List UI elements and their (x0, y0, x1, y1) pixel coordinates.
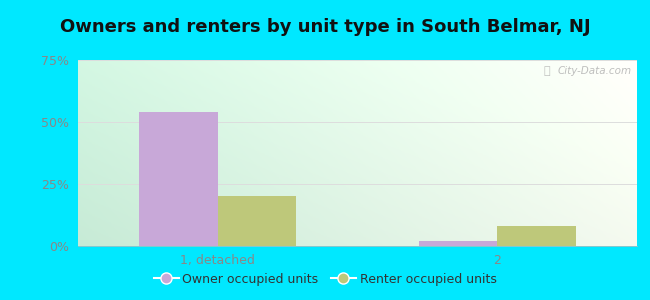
Bar (218, 196, 296, 246)
Text: ⓘ: ⓘ (544, 66, 551, 76)
Text: Owners and renters by unit type in South Belmar, NJ: Owners and renters by unit type in South… (60, 18, 590, 36)
Bar (497, 226, 575, 246)
Bar (419, 241, 497, 246)
Text: City-Data.com: City-Data.com (557, 66, 631, 76)
Bar (140, 112, 218, 246)
Legend: Owner occupied units, Renter occupied units: Owner occupied units, Renter occupied un… (148, 268, 502, 291)
